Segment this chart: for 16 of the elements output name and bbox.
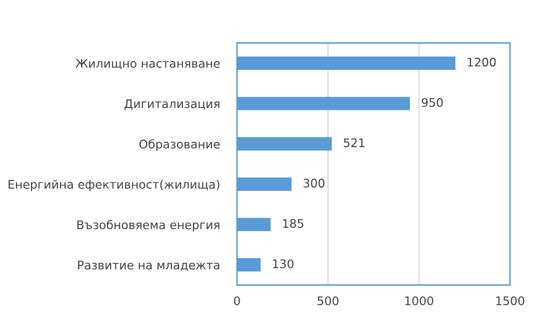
data-label: 300 [304,178,324,188]
data-label: 185 [283,218,304,228]
data-label: 950 [422,98,443,107]
x-tick-label: 500 [318,296,338,306]
x-tick-label: 1500 [496,296,524,306]
data-label: 521 [344,138,364,148]
y-tick-label: Развитие на младежта [78,260,220,271]
y-tick-label: Дигитализация [124,99,220,110]
y-tick-label: Енергийна ефективност(жилища) [8,180,220,192]
data-label: 130 [273,259,294,268]
x-tick-label: 0 [234,296,240,306]
x-tick-label: 1000 [405,296,434,306]
y-tick-label: Жилищно настаняване [76,59,220,70]
y-tick-label: Възобновяема енергия [77,220,220,232]
y-tick-label: Образование [139,139,220,151]
data-label: 1200 [468,58,496,67]
